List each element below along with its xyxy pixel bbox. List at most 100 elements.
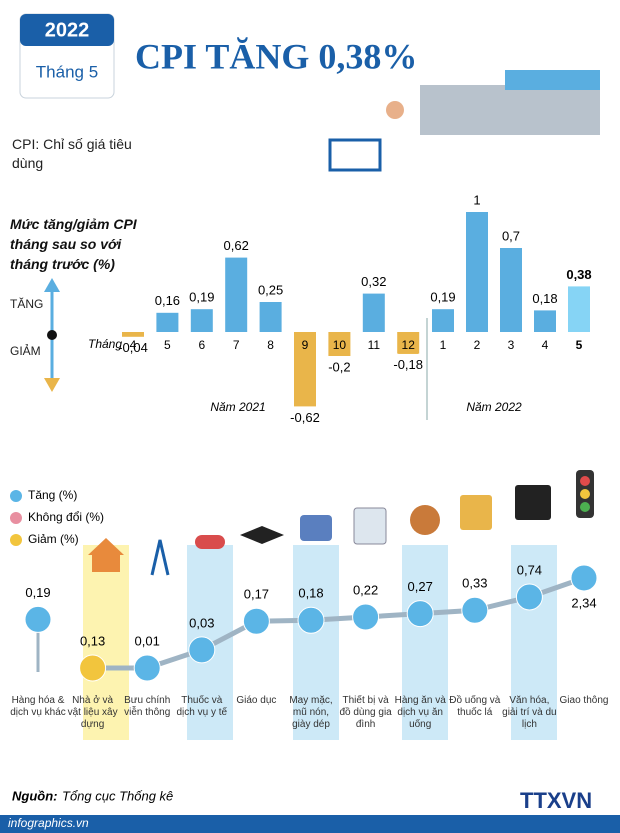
shopper-head bbox=[386, 101, 404, 119]
value-label: -0,2 bbox=[328, 359, 350, 374]
month-label: 10 bbox=[333, 338, 347, 352]
indicator-dot bbox=[47, 330, 57, 340]
bubble bbox=[352, 603, 380, 631]
column-bg bbox=[511, 545, 557, 740]
value-label: 0,17 bbox=[244, 587, 269, 602]
bubble bbox=[406, 600, 434, 628]
month-label: 5 bbox=[576, 338, 583, 352]
bubble bbox=[188, 636, 216, 664]
value-label: 0,38 bbox=[566, 267, 591, 282]
cart bbox=[328, 138, 382, 172]
value-label: 2,34 bbox=[571, 595, 596, 610]
bubble bbox=[515, 583, 543, 611]
category-label: Thiết bị và đồ dùng gia đình bbox=[339, 695, 392, 730]
up-label: TĂNG bbox=[10, 297, 44, 311]
icon-cap bbox=[240, 526, 284, 544]
value-label: 0,16 bbox=[155, 293, 180, 308]
bar bbox=[500, 248, 522, 332]
year: 2022 bbox=[45, 19, 90, 41]
month-label: Tháng 5 bbox=[36, 62, 98, 81]
bubble bbox=[297, 606, 325, 634]
value-label: 0,32 bbox=[361, 274, 386, 289]
down-label: GIẢM bbox=[10, 344, 41, 358]
value-label: -0,04 bbox=[118, 340, 148, 355]
icon-shirt bbox=[300, 515, 332, 541]
bubble bbox=[24, 605, 52, 633]
legend-label: Tăng (%) bbox=[28, 488, 77, 502]
bar bbox=[328, 332, 351, 356]
value-label: -0,62 bbox=[290, 410, 320, 425]
month-label: 8 bbox=[267, 338, 274, 352]
down-arrow bbox=[44, 378, 60, 392]
bubble bbox=[133, 654, 161, 682]
bar bbox=[362, 293, 385, 332]
bubble bbox=[461, 596, 489, 624]
cpi-note: CPI: Chỉ số giá tiêu dùng bbox=[12, 136, 132, 171]
value-label: 0,18 bbox=[532, 291, 557, 306]
bubble bbox=[79, 654, 107, 682]
value-label: 0,27 bbox=[408, 579, 433, 594]
up-arrow bbox=[44, 278, 60, 292]
value-label: 0,18 bbox=[298, 586, 323, 601]
month-label: 7 bbox=[233, 338, 240, 352]
footer-band bbox=[0, 815, 620, 833]
value-label: 0,19 bbox=[189, 290, 214, 305]
legend-label: Không đổi (%) bbox=[28, 510, 104, 524]
bar bbox=[568, 286, 590, 332]
month-label: 3 bbox=[508, 338, 515, 352]
column-bg bbox=[83, 545, 129, 740]
title: CPI TĂNG 0,38% bbox=[135, 36, 417, 76]
category-title: Tháng bbox=[88, 337, 122, 351]
value-label: 0,22 bbox=[353, 582, 378, 597]
category-label: Đồ uống và thuốc lá bbox=[449, 695, 501, 718]
value-label: 0,62 bbox=[224, 238, 249, 253]
store-illustration bbox=[420, 85, 600, 135]
month-label: 1 bbox=[440, 338, 447, 352]
icon-drink bbox=[460, 495, 492, 530]
month-label: 2 bbox=[474, 338, 481, 352]
value-label: 0,19 bbox=[430, 290, 455, 305]
site: infographics.vn bbox=[8, 816, 89, 830]
source-label: Nguồn: bbox=[12, 788, 57, 803]
column-bg bbox=[402, 545, 448, 740]
store-awning bbox=[505, 70, 600, 90]
category-label: Bưu chính viễn thông bbox=[124, 695, 171, 718]
bubble bbox=[242, 607, 270, 635]
month-label: 6 bbox=[198, 338, 205, 352]
axis-label: Mức tăng/giảm CPI tháng sau so với tháng… bbox=[10, 216, 137, 272]
bar bbox=[534, 310, 556, 332]
legend-marker bbox=[10, 490, 22, 502]
value-label: 0,01 bbox=[135, 633, 160, 648]
bar bbox=[397, 332, 420, 354]
value-label: -0,18 bbox=[393, 357, 423, 372]
bar bbox=[259, 302, 282, 332]
bubble bbox=[570, 564, 598, 592]
bar bbox=[294, 332, 316, 407]
month-label: 4 bbox=[542, 338, 549, 352]
value-label: 0,74 bbox=[517, 562, 542, 577]
legend-marker bbox=[10, 534, 22, 546]
value-label: 0,33 bbox=[462, 576, 487, 591]
value-label: 0,03 bbox=[189, 615, 214, 630]
bar bbox=[122, 332, 144, 337]
icon-light bbox=[580, 502, 590, 512]
icon-light bbox=[580, 476, 590, 486]
value-label: 0,7 bbox=[502, 228, 520, 243]
value-label: 0,13 bbox=[80, 633, 105, 648]
value-label: 0,25 bbox=[258, 282, 283, 297]
year-label: Năm 2022 bbox=[466, 400, 522, 414]
month-label: 11 bbox=[368, 338, 381, 352]
category-label: Giao thông bbox=[559, 695, 609, 706]
month-label: 5 bbox=[164, 338, 171, 352]
year-label: Năm 2021 bbox=[210, 400, 265, 414]
category-label: Hàng ăn và dịch vụ ăn uống bbox=[394, 695, 446, 730]
month-label: 9 bbox=[302, 338, 309, 352]
category-label: May mặc, mũ nón, giày dép bbox=[289, 695, 333, 730]
calendar-band bbox=[20, 14, 114, 46]
icon-tower bbox=[150, 539, 170, 576]
month-label: 4 bbox=[130, 338, 137, 352]
logo: TTXVN bbox=[520, 788, 592, 813]
